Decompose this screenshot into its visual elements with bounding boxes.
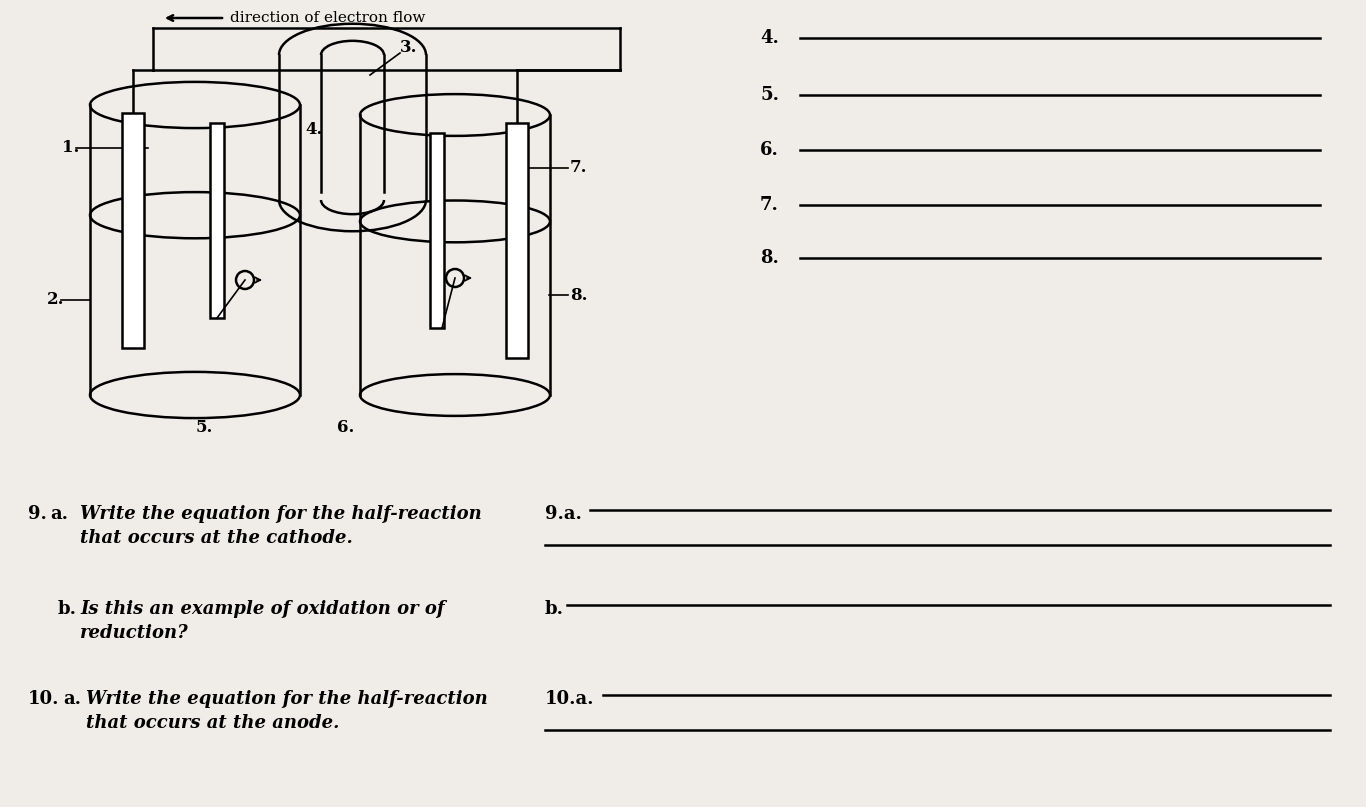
Text: 7.: 7. xyxy=(570,160,587,177)
Text: 2.: 2. xyxy=(46,291,64,308)
Text: 8.: 8. xyxy=(759,249,779,267)
Text: a.: a. xyxy=(63,690,81,708)
Text: 7.: 7. xyxy=(759,196,779,214)
Text: 10.a.: 10.a. xyxy=(545,690,594,708)
Text: a.: a. xyxy=(51,505,68,523)
Text: Write the equation for the half-reaction: Write the equation for the half-reaction xyxy=(81,505,482,523)
Text: 9.a.: 9.a. xyxy=(545,505,582,523)
Text: 9.: 9. xyxy=(27,505,46,523)
Text: 5.: 5. xyxy=(195,420,213,437)
Text: 6.: 6. xyxy=(337,420,354,437)
Text: Is this an example of oxidation or of: Is this an example of oxidation or of xyxy=(81,600,444,618)
Text: that occurs at the cathode.: that occurs at the cathode. xyxy=(81,529,352,547)
Bar xyxy=(210,123,224,318)
Text: 3.: 3. xyxy=(400,40,418,56)
Text: 1.: 1. xyxy=(61,140,79,157)
Text: 6.: 6. xyxy=(759,141,779,159)
Text: 5.: 5. xyxy=(759,86,779,104)
Text: reduction?: reduction? xyxy=(81,624,189,642)
Text: 4.: 4. xyxy=(759,29,779,47)
Bar xyxy=(122,113,143,348)
Text: 8.: 8. xyxy=(570,286,587,303)
Text: b.: b. xyxy=(545,600,564,618)
Bar xyxy=(505,123,529,358)
Bar xyxy=(430,133,444,328)
Text: 10.: 10. xyxy=(27,690,60,708)
Text: that occurs at the anode.: that occurs at the anode. xyxy=(86,714,339,732)
Text: b.: b. xyxy=(57,600,76,618)
Text: direction of electron flow: direction of electron flow xyxy=(229,11,425,25)
Text: Write the equation for the half-reaction: Write the equation for the half-reaction xyxy=(86,690,488,708)
Text: 4.: 4. xyxy=(305,122,322,139)
